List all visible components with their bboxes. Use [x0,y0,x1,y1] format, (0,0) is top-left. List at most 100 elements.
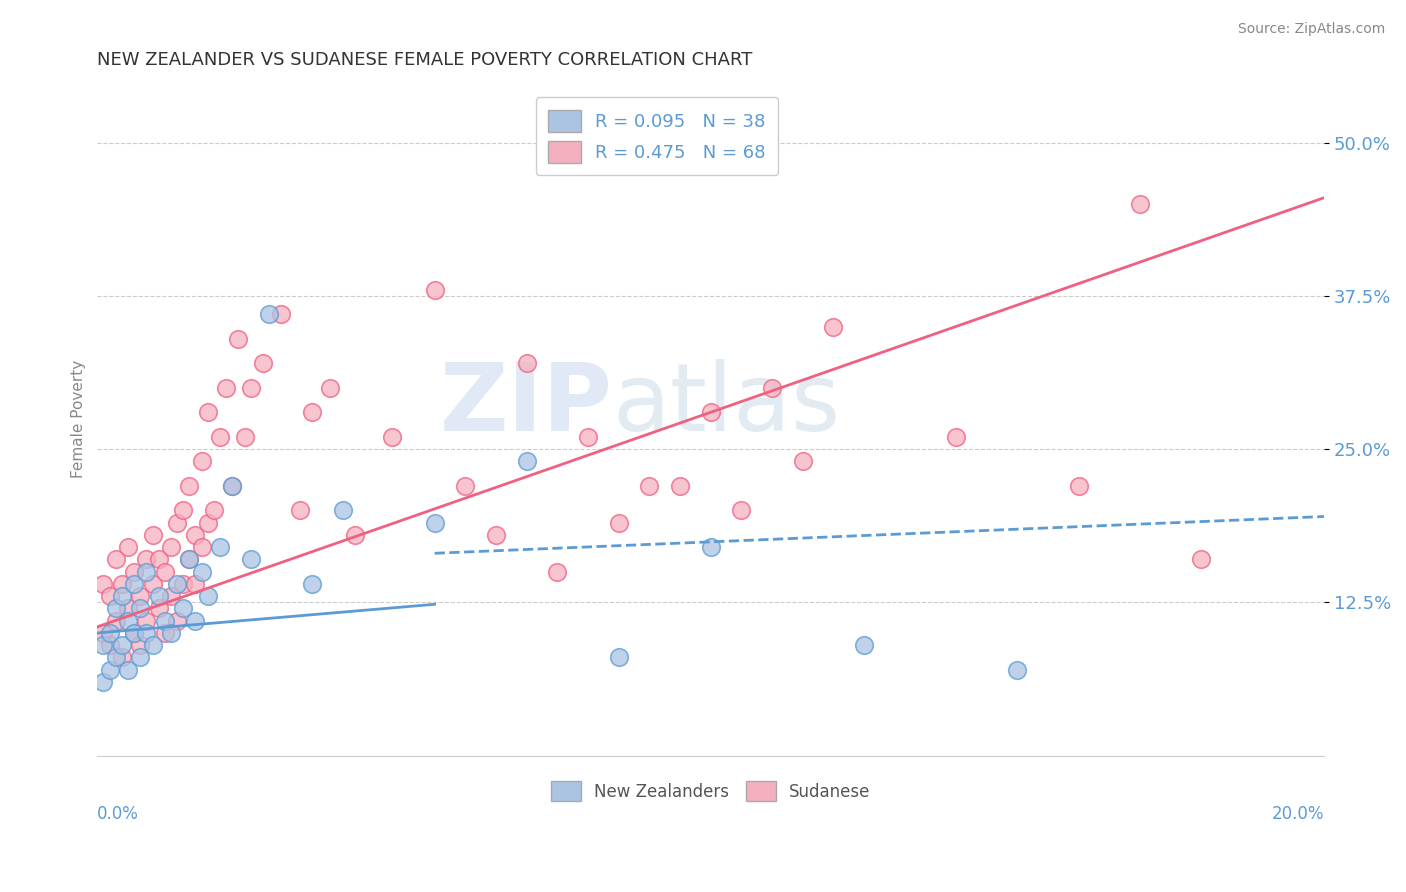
Point [221,479,243,493]
Point [423,283,446,297]
Point [301,405,323,419]
Point [122,626,145,640]
Point [153,565,176,579]
Point [197,589,219,603]
Point [228,332,250,346]
Point [823,319,845,334]
Point [160,589,183,603]
Point [93,577,115,591]
Point [270,307,292,321]
Point [166,516,188,530]
Point [172,577,194,591]
Point [135,565,157,579]
Point [730,503,752,517]
Point [638,479,661,493]
Point [485,528,508,542]
Point [98,663,121,677]
Point [111,650,134,665]
Point [332,503,354,517]
Point [111,589,134,603]
Point [122,577,145,591]
Point [202,503,225,517]
Point [98,638,121,652]
Point [117,540,139,554]
Point [190,454,212,468]
Point [761,381,783,395]
Point [179,479,201,493]
Point [129,638,152,652]
Point [208,430,231,444]
Point [104,650,127,665]
Point [104,601,127,615]
Legend: New Zealanders, Sudanese: New Zealanders, Sudanese [544,774,877,808]
Point [669,479,692,493]
Point [190,565,212,579]
Point [117,614,139,628]
Point [122,626,145,640]
Point [343,528,366,542]
Point [166,577,188,591]
Point [1189,552,1212,566]
Text: 0.0%: 0.0% [97,805,139,822]
Point [792,454,814,468]
Point [98,626,121,640]
Point [179,552,201,566]
Point [141,638,163,652]
Point [148,589,170,603]
Point [423,516,446,530]
Text: atlas: atlas [613,359,841,451]
Point [135,614,157,628]
Text: 20.0%: 20.0% [1271,805,1324,822]
Point [111,638,134,652]
Point [93,626,115,640]
Point [129,650,152,665]
Point [166,614,188,628]
Point [148,552,170,566]
Point [607,516,630,530]
Point [852,638,875,652]
Point [699,540,721,554]
Point [1129,197,1152,211]
Point [233,430,256,444]
Point [184,614,207,628]
Point [141,577,163,591]
Point [252,356,274,370]
Point [141,528,163,542]
Point [117,601,139,615]
Point [301,577,323,591]
Point [160,626,183,640]
Point [381,430,404,444]
Point [122,565,145,579]
Point [516,454,538,468]
Point [129,601,152,615]
Point [945,430,967,444]
Point [104,552,127,566]
Point [221,479,243,493]
Point [1067,479,1090,493]
Text: NEW ZEALANDER VS SUDANESE FEMALE POVERTY CORRELATION CHART: NEW ZEALANDER VS SUDANESE FEMALE POVERTY… [97,51,752,69]
Point [104,614,127,628]
Point [208,540,231,554]
Point [1007,663,1029,677]
Point [576,430,599,444]
Text: ZIP: ZIP [440,359,613,451]
Point [239,381,262,395]
Point [239,552,262,566]
Point [135,626,157,640]
Point [190,540,212,554]
Point [197,405,219,419]
Y-axis label: Female Poverty: Female Poverty [72,359,86,477]
Point [172,601,194,615]
Point [93,675,115,690]
Point [148,601,170,615]
Point [160,540,183,554]
Point [215,381,238,395]
Point [135,552,157,566]
Point [129,589,152,603]
Point [184,577,207,591]
Point [546,565,568,579]
Point [197,516,219,530]
Point [288,503,311,517]
Point [454,479,477,493]
Point [699,405,721,419]
